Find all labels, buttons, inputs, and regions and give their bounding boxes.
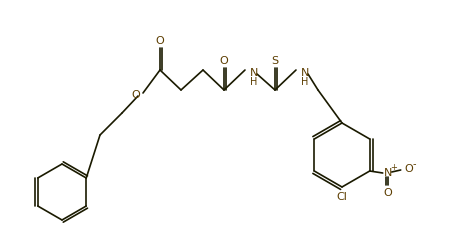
Text: H: H bbox=[250, 77, 257, 87]
Text: Cl: Cl bbox=[336, 192, 347, 202]
Text: +: + bbox=[389, 164, 396, 173]
Text: O: O bbox=[155, 36, 164, 46]
Text: N: N bbox=[383, 168, 391, 178]
Text: -: - bbox=[412, 159, 416, 169]
Text: N: N bbox=[249, 68, 257, 78]
Text: O: O bbox=[131, 90, 140, 100]
Text: O: O bbox=[219, 56, 228, 66]
Text: O: O bbox=[382, 188, 391, 198]
Text: N: N bbox=[300, 68, 308, 78]
Text: H: H bbox=[300, 77, 308, 87]
Text: O: O bbox=[403, 164, 412, 174]
Text: S: S bbox=[271, 56, 278, 66]
